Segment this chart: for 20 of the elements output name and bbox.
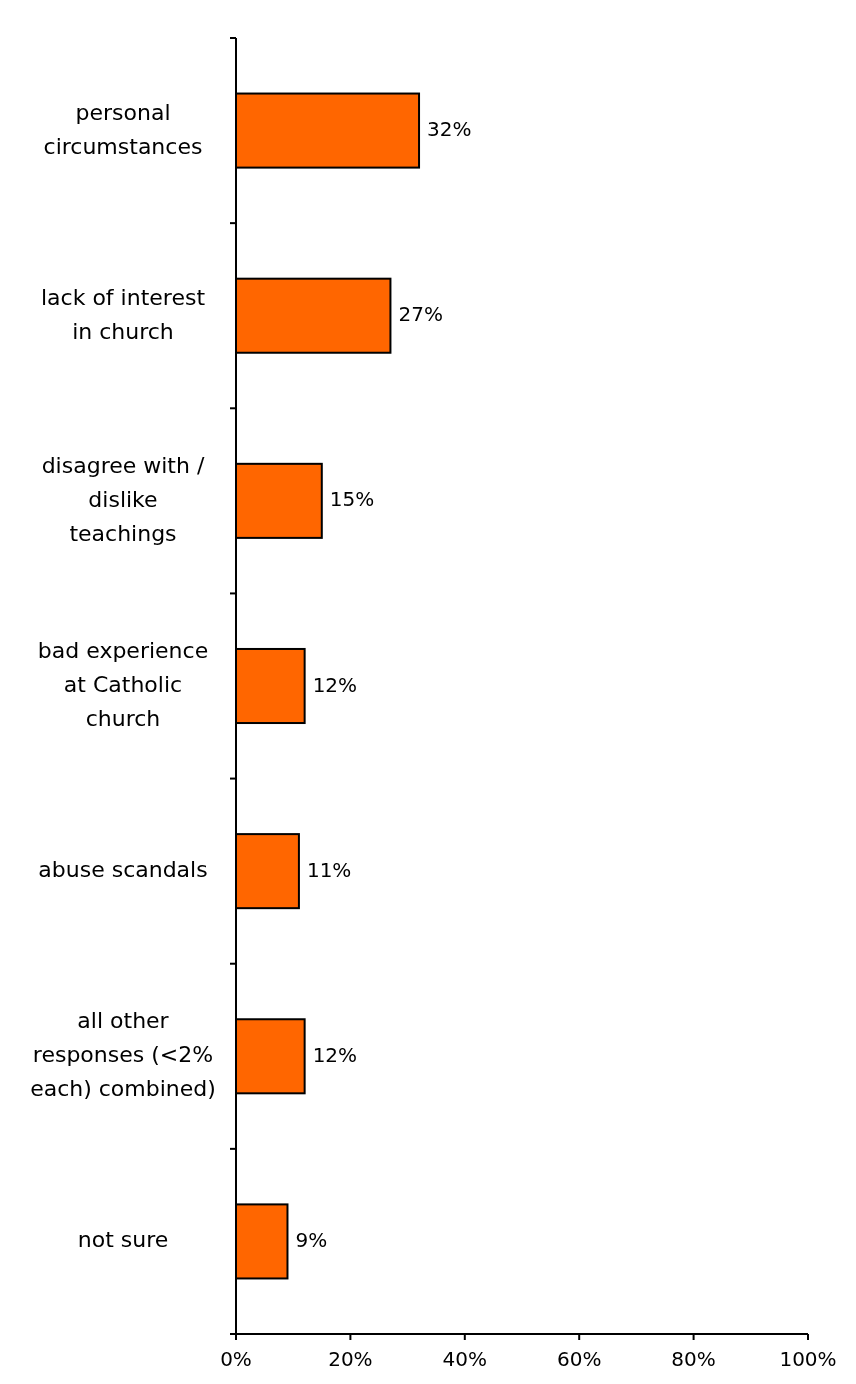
data-label: 32% [427, 117, 472, 142]
x-tick-label: 60% [556, 1347, 602, 1371]
y-tick-label: disagree with / dislike teachings [41, 452, 205, 546]
data-label: 15% [329, 487, 375, 512]
y-tick-label: all other responses (<2% each) combined) [30, 1008, 216, 1102]
y-tick-label: lack of interest in church [40, 284, 206, 344]
data-label: 9% [295, 1227, 328, 1252]
y-tick-label: abuse scandals [38, 857, 208, 883]
x-tick-label: 100% [779, 1347, 837, 1371]
data-label: 11% [306, 857, 352, 882]
y-tick-label: bad experience at Catholic church [37, 638, 209, 731]
data-label: 12% [312, 1042, 358, 1067]
y-tick-label: personal circumstances [43, 99, 203, 159]
data-label: 27% [398, 302, 443, 327]
data-label: 12% [312, 672, 358, 697]
x-tick-label: 80% [671, 1347, 716, 1371]
x-tick-label: 20% [328, 1347, 373, 1371]
x-tick-label: 0% [220, 1347, 252, 1371]
y-tick-label: not sure [77, 1227, 169, 1253]
x-tick-label: 40% [442, 1347, 488, 1371]
